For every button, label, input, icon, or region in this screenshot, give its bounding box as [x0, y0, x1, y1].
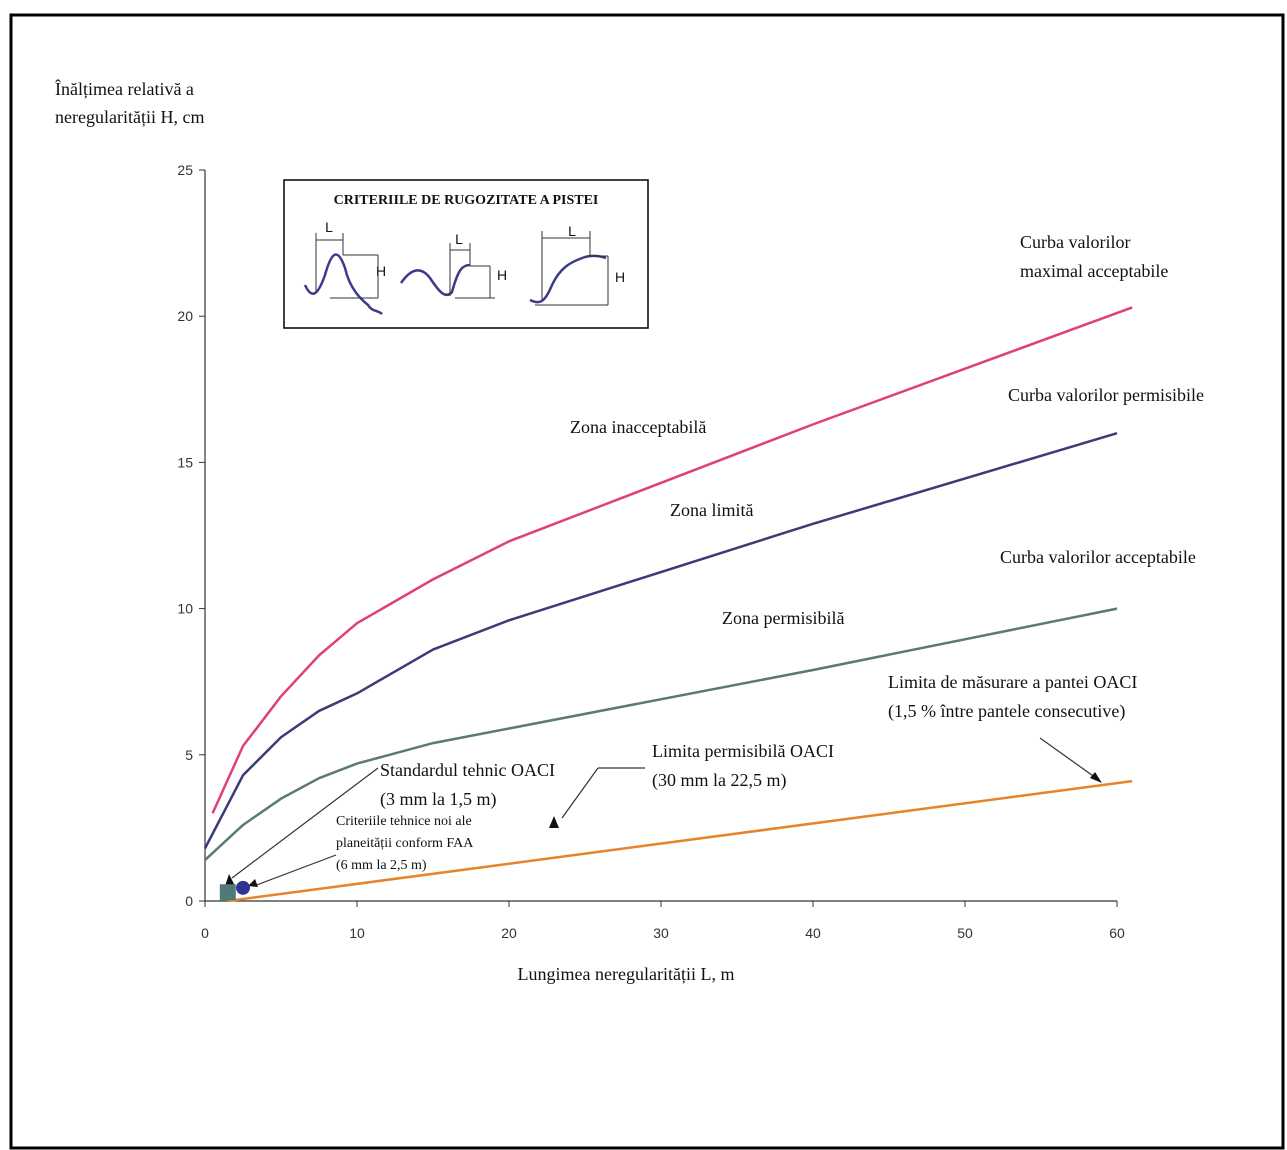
inset-label: L	[325, 219, 333, 235]
inset-label: H	[497, 267, 507, 283]
y-tick-label: 0	[185, 893, 193, 909]
inset: CRITERIILE DE RUGOZITATE A PISTEI L H L H L H	[283, 179, 649, 329]
annotation: Curba valorilor acceptabile	[1000, 547, 1196, 567]
annotation: Limita permisibilă OACI	[652, 741, 834, 761]
x-tick-label: 50	[957, 925, 973, 941]
annotation: Curba valorilor permisibile	[1008, 385, 1204, 405]
annotation: Zona inacceptabilă	[570, 417, 706, 437]
annotation: (3 mm la 1,5 m)	[380, 789, 496, 810]
inset-curve	[303, 253, 383, 315]
annotation: (6 mm la 2,5 m)	[336, 858, 427, 873]
annotation: (30 mm la 22,5 m)	[652, 770, 786, 791]
point-marker	[219, 884, 236, 901]
series-line	[203, 431, 1118, 849]
x-tick-label: 30	[653, 925, 669, 941]
inset-label: L	[455, 231, 463, 247]
series-line	[227, 779, 1133, 903]
arrowheads	[225, 772, 1102, 887]
inset-label: H	[615, 269, 625, 285]
frame	[9, 13, 1285, 1150]
leaders	[231, 737, 1097, 887]
x-tick-label: 40	[805, 925, 821, 941]
annotation: Zona permisibilă	[722, 608, 844, 628]
annotation: (1,5 % între pantele consecutive)	[888, 701, 1125, 722]
x-axis-label: Lungimea neregularității L, m	[518, 964, 735, 984]
x-tick-label: 0	[201, 925, 209, 941]
y-axis-label: Înălțimea relativă a	[55, 78, 194, 99]
inset-label: L	[568, 223, 576, 239]
series-line	[204, 607, 1118, 861]
inset-box	[283, 179, 649, 329]
inset-guides	[315, 231, 609, 306]
y-tick-label: 5	[185, 747, 193, 763]
y-tick-label: 25	[177, 162, 193, 178]
series-line	[211, 306, 1133, 814]
y-tick-label: 15	[177, 454, 193, 470]
annotation: Curba valorilor	[1020, 232, 1130, 252]
x-tick-label: 20	[501, 925, 517, 941]
annotation: planeității conform FAA	[336, 836, 474, 851]
y-tick-label: 20	[177, 308, 193, 324]
annotation: maximal acceptabile	[1020, 261, 1168, 281]
y-axis-label: neregularității H, cm	[55, 107, 204, 127]
inset-curve	[399, 263, 471, 297]
annotation: Zona limită	[670, 500, 753, 520]
x-tick-label: 10	[349, 925, 365, 941]
annotation: Standardul tehnic OACI	[380, 760, 555, 780]
inset-title: CRITERIILE DE RUGOZITATE A PISTEI	[334, 193, 599, 208]
y-tick-label: 10	[177, 601, 193, 617]
annotation: Criteriile tehnice noi ale	[336, 814, 472, 829]
point-marker	[236, 880, 250, 895]
x-tick-label: 60	[1109, 925, 1125, 941]
inset-label: H	[376, 263, 386, 279]
annotation: Limita de măsurare a pantei OACI	[888, 672, 1137, 692]
